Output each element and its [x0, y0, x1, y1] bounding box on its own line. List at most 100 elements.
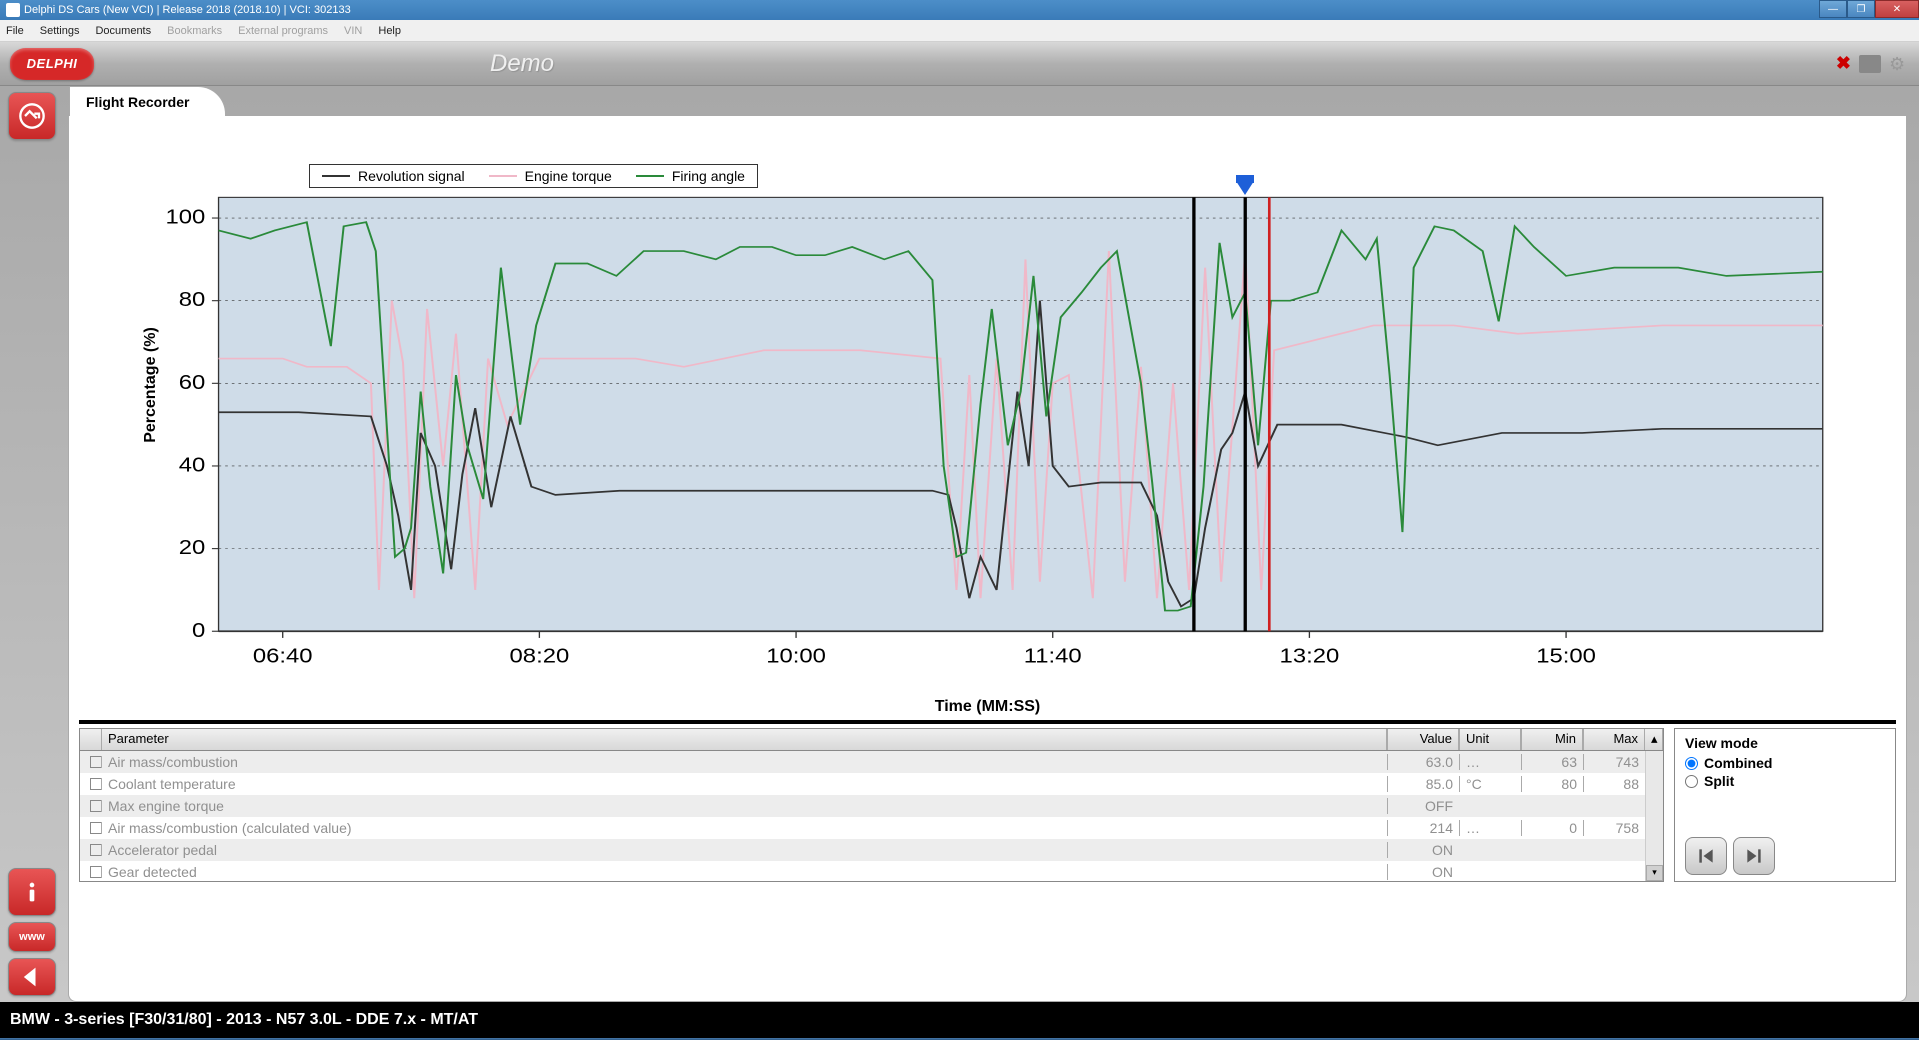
menubar: File Settings Documents Bookmarks Extern… [0, 20, 1919, 42]
maximize-button[interactable]: ❐ [1847, 0, 1875, 18]
window-titlebar: Delphi DS Cars (New VCI) | Release 2018 … [0, 0, 1919, 20]
cell-value: 85.0 [1387, 776, 1459, 792]
cell-param: Air mass/combustion (calculated value) [102, 820, 1387, 836]
row-checkbox[interactable] [90, 778, 102, 790]
status-text: BMW - 3-series [F30/31/80] - 2013 - N57 … [10, 1011, 478, 1029]
menu-vin: VIN [344, 25, 362, 37]
prev-button[interactable] [1685, 837, 1727, 875]
cell-min: 63 [1521, 754, 1583, 770]
logo: DELPHI [10, 48, 94, 80]
settings-icon[interactable]: ⚙ [1889, 54, 1909, 74]
y-axis-label: Percentage (%) [142, 327, 160, 443]
menu-help[interactable]: Help [378, 25, 401, 37]
th-check[interactable] [80, 729, 102, 750]
table-row[interactable]: Coolant temperature85.0°C8088 [80, 773, 1663, 795]
close-icon[interactable]: ✖ [1836, 53, 1851, 74]
legend-torque: Engine torque [489, 168, 612, 184]
cell-value: ON [1387, 842, 1459, 858]
back-icon[interactable] [8, 958, 56, 996]
th-scroll: ▴ [1645, 729, 1663, 750]
table-scrollbar[interactable]: ▾ [1645, 751, 1663, 881]
row-checkbox[interactable] [90, 866, 102, 878]
chart-container: Percentage (%) Revolution signal Engine … [69, 116, 1906, 708]
left-sidebar: www [0, 86, 68, 1002]
radio-combined[interactable] [1685, 757, 1698, 770]
radio-split[interactable] [1685, 775, 1698, 788]
viewmode-panel: View mode Combined Split [1674, 728, 1896, 882]
table-row[interactable]: Air mass/combustion (calculated value)21… [80, 817, 1663, 839]
cell-min: 0 [1521, 820, 1583, 836]
app-header: DELPHI Demo ✖ ⚙ [0, 42, 1919, 86]
th-parameter[interactable]: Parameter [102, 729, 1387, 750]
svg-text:20: 20 [179, 536, 206, 559]
viewmode-combined[interactable]: Combined [1685, 755, 1885, 771]
divider [79, 720, 1896, 724]
tab-flight-recorder[interactable]: Flight Recorder [69, 86, 226, 116]
table-header: Parameter Value Unit Min Max ▴ [80, 729, 1663, 751]
table-body: Air mass/combustion63.0…63743Coolant tem… [80, 751, 1663, 882]
table-row[interactable]: Max engine torqueOFF [80, 795, 1663, 817]
menu-documents[interactable]: Documents [95, 25, 151, 37]
table-row[interactable]: Gear detectedON [80, 861, 1663, 882]
content-panel: Flight Recorder Percentage (%) Revolutio… [68, 116, 1907, 1002]
next-button[interactable] [1733, 837, 1775, 875]
svg-text:13:20: 13:20 [1280, 644, 1340, 667]
chart-legend: Revolution signal Engine torque Firing a… [309, 164, 758, 188]
info-icon[interactable] [8, 868, 56, 916]
legend-firing: Firing angle [636, 168, 745, 184]
legend-line-icon [322, 175, 350, 177]
row-checkbox[interactable] [90, 844, 102, 856]
table-row[interactable]: Air mass/combustion63.0…63743 [80, 751, 1663, 773]
viewmode-split[interactable]: Split [1685, 773, 1885, 789]
close-button[interactable]: ✕ [1875, 0, 1919, 18]
main-area: www Flight Recorder Percentage (%) Revol… [0, 86, 1919, 1002]
app-icon [6, 3, 20, 17]
cell-unit: … [1459, 754, 1521, 770]
chart-plot[interactable]: 02040608010006:4008:2010:0011:4013:2015:… [139, 164, 1836, 698]
minimize-button[interactable]: — [1819, 0, 1847, 18]
cell-value: 214 [1387, 820, 1459, 836]
row-checkbox[interactable] [90, 800, 102, 812]
menu-file[interactable]: File [6, 25, 24, 37]
chart-cursor-handle[interactable] [1236, 181, 1254, 195]
cell-value: 63.0 [1387, 754, 1459, 770]
th-value[interactable]: Value [1387, 729, 1459, 750]
cell-max: 88 [1583, 776, 1645, 792]
svg-text:60: 60 [179, 371, 206, 394]
svg-text:100: 100 [165, 205, 205, 228]
cell-min: 80 [1521, 776, 1583, 792]
row-checkbox[interactable] [90, 822, 102, 834]
menu-external: External programs [238, 25, 328, 37]
svg-text:0: 0 [192, 619, 205, 642]
cell-param: Accelerator pedal [102, 842, 1387, 858]
cell-max: 743 [1583, 754, 1645, 770]
header-actions: ✖ ⚙ [1836, 53, 1909, 74]
cell-param: Coolant temperature [102, 776, 1387, 792]
cell-value: ON [1387, 864, 1459, 880]
svg-text:80: 80 [179, 288, 206, 311]
cell-param: Air mass/combustion [102, 754, 1387, 770]
th-unit[interactable]: Unit [1459, 729, 1521, 750]
svg-text:06:40: 06:40 [253, 644, 313, 667]
menu-bookmarks: Bookmarks [167, 25, 222, 37]
svg-text:40: 40 [179, 453, 206, 476]
nav-buttons [1685, 837, 1885, 875]
cell-unit: °C [1459, 776, 1521, 792]
flight-recorder-icon[interactable] [8, 92, 56, 140]
th-max[interactable]: Max [1583, 729, 1645, 750]
legend-line-icon [489, 175, 517, 177]
cell-unit: … [1459, 820, 1521, 836]
demo-label: Demo [490, 50, 554, 78]
cell-param: Max engine torque [102, 798, 1387, 814]
legend-line-icon [636, 175, 664, 177]
th-min[interactable]: Min [1521, 729, 1583, 750]
window-buttons: — ❐ ✕ [1819, 0, 1919, 18]
table-row[interactable]: Accelerator pedalON [80, 839, 1663, 861]
window-icon[interactable] [1859, 55, 1881, 73]
www-icon[interactable]: www [8, 922, 56, 952]
row-checkbox[interactable] [90, 756, 102, 768]
scroll-down-icon[interactable]: ▾ [1646, 865, 1663, 881]
menu-settings[interactable]: Settings [40, 25, 80, 37]
svg-text:08:20: 08:20 [510, 644, 570, 667]
viewmode-title: View mode [1685, 735, 1885, 751]
